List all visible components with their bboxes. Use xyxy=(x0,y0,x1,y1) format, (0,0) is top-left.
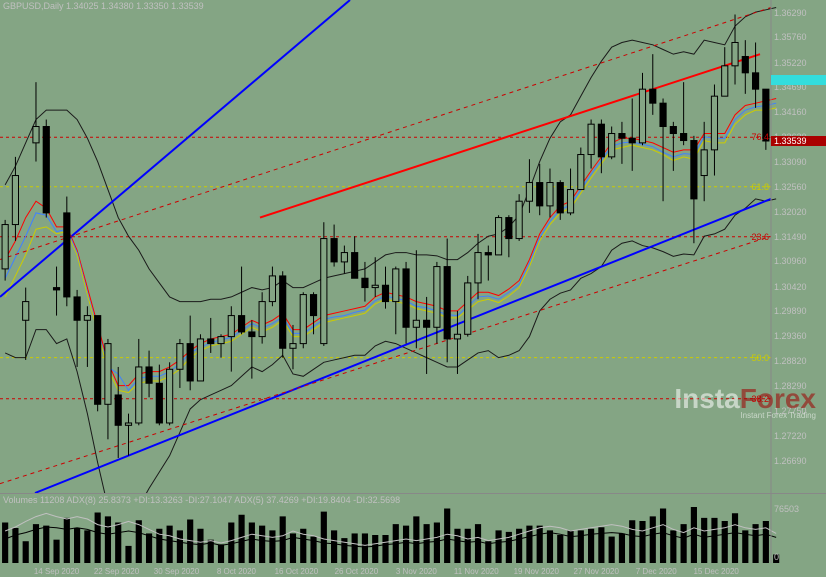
date-label: 7 Dec 2020 xyxy=(636,567,677,576)
watermark-brand1: Insta xyxy=(674,383,739,415)
chart-title: GBPUSD,Daily 1.34025 1.34380 1.33350 1.3… xyxy=(3,1,204,11)
date-label: 3 Nov 2020 xyxy=(396,567,437,576)
fib-label: 61.8 xyxy=(751,182,769,192)
current-price-marker: 1.33539 xyxy=(771,136,826,146)
watermark-tagline: Instant Forex Trading xyxy=(740,411,816,420)
price-tick: 1.34160 xyxy=(771,107,807,117)
price-tick: 1.27220 xyxy=(771,431,807,441)
price-tick: 1.35220 xyxy=(771,58,807,68)
fib-label: 50.0 xyxy=(751,353,769,363)
price-tick: 1.35760 xyxy=(771,32,807,42)
date-label: 19 Nov 2020 xyxy=(514,567,559,576)
price-tick: 1.31490 xyxy=(771,232,807,242)
watermark-logo: InstaForex Instant Forex Trading xyxy=(674,383,816,415)
price-tick: 1.32020 xyxy=(771,207,807,217)
date-label: 8 Oct 2020 xyxy=(217,567,256,576)
date-label: 22 Sep 2020 xyxy=(94,567,139,576)
chart-container: GBPUSD,Daily 1.34025 1.34380 1.33350 1.3… xyxy=(0,0,826,577)
fib-label: 23.6 xyxy=(751,232,769,242)
fib-label: 76.4 xyxy=(751,132,769,142)
price-tick: 1.32560 xyxy=(771,182,807,192)
price-tick: 1.29360 xyxy=(771,331,807,341)
date-label: 26 Oct 2020 xyxy=(335,567,379,576)
date-label: 14 Sep 2020 xyxy=(34,567,79,576)
price-tick: 1.30420 xyxy=(771,282,807,292)
indicator-panel[interactable]: Volumes 11208 ADX(8) 25.8373 +DI:13.3263… xyxy=(0,493,826,563)
price-tick: 1.33090 xyxy=(771,157,807,167)
date-axis: 14 Sep 2020 22 Sep 2020 30 Sep 2020 8 Oct 2… xyxy=(0,563,826,577)
main-chart-panel[interactable]: GBPUSD,Daily 1.34025 1.34380 1.33350 1.3… xyxy=(0,0,826,493)
volume-axis-label: 76503 xyxy=(771,504,826,514)
date-label: 27 Nov 2020 xyxy=(574,567,619,576)
price-tick: 1.30960 xyxy=(771,256,807,266)
date-label: 11 Nov 2020 xyxy=(454,567,499,576)
price-tick: 1.26690 xyxy=(771,456,807,466)
date-label: 30 Sep 2020 xyxy=(154,567,199,576)
date-label: 15 Dec 2020 xyxy=(693,567,738,576)
date-label: 16 Oct 2020 xyxy=(275,567,319,576)
highlight-price-marker xyxy=(771,75,826,85)
indicator-title: Volumes 11208 ADX(8) 25.8373 +DI:13.3263… xyxy=(3,495,400,505)
price-tick: 1.29890 xyxy=(771,306,807,316)
price-tick: 1.28820 xyxy=(771,356,807,366)
price-tick: 1.36290 xyxy=(771,8,807,18)
volume-axis-label: 0 xyxy=(771,552,826,562)
